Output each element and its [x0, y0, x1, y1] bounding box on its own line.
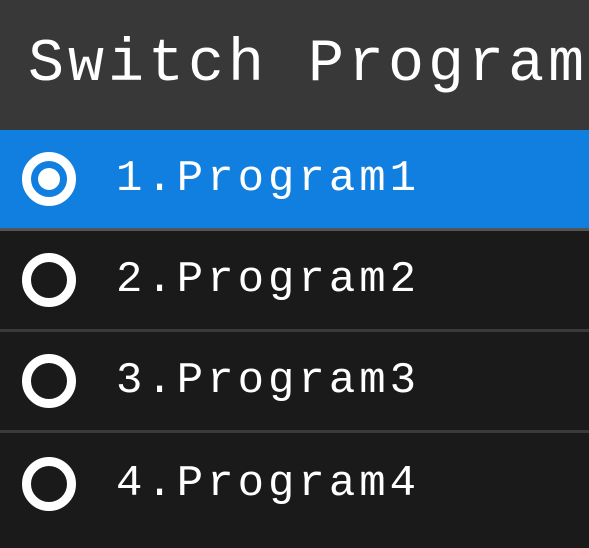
- program-item-2[interactable]: 2.Program2: [0, 231, 589, 332]
- radio-unselected-icon: [22, 253, 76, 307]
- program-label: 4.Program4: [116, 459, 420, 509]
- radio-dot-icon: [38, 168, 60, 190]
- program-item-1[interactable]: 1.Program1: [0, 130, 589, 231]
- program-label: 3.Program3: [116, 356, 420, 406]
- program-label: 1.Program1: [116, 154, 420, 204]
- program-list: 1.Program1 2.Program2 3.Program3 4.Progr…: [0, 130, 589, 548]
- radio-unselected-icon: [22, 457, 76, 511]
- radio-unselected-icon: [22, 354, 76, 408]
- page-title: Switch Program: [0, 0, 589, 130]
- radio-selected-icon: [22, 152, 76, 206]
- switch-program-screen: Switch Program 1.Program1 2.Program2 3.P…: [0, 0, 589, 548]
- program-label: 2.Program2: [116, 255, 420, 305]
- program-item-3[interactable]: 3.Program3: [0, 332, 589, 433]
- program-item-4[interactable]: 4.Program4: [0, 433, 589, 534]
